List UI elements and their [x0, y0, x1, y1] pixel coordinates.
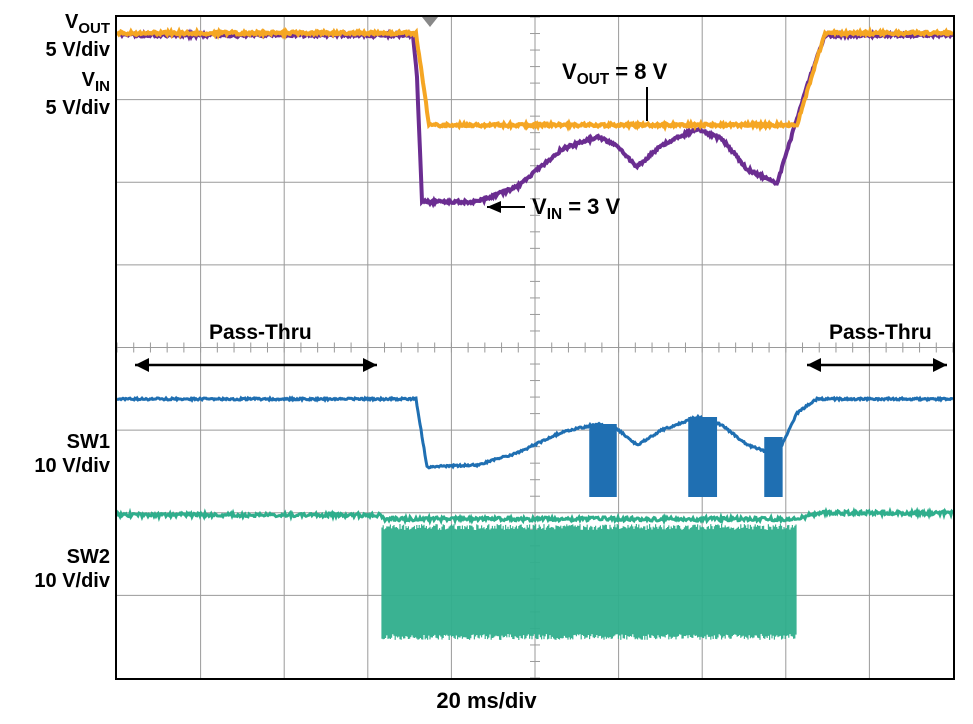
trigger-marker-icon [422, 17, 438, 27]
label-sw1-scale: 10 V/div [34, 455, 110, 477]
trace-sw1-burst-1 [689, 417, 716, 497]
arrow-left-icon [487, 201, 501, 213]
trace-sw2-switching [382, 524, 796, 640]
annotation-vout-value: VOUT = 8 V [562, 59, 668, 88]
label-vout-name: VOUT [65, 11, 110, 33]
trace-sw1-burst-2 [765, 437, 782, 497]
label-sw2-scale: 10 V/div [34, 570, 110, 592]
trace-sw1-burst-0 [590, 424, 616, 497]
annotation-vin-value: VIN = 3 V [532, 194, 621, 223]
label-sw2-name: SW2 [67, 546, 110, 568]
label-vin: VIN 5 V/div [10, 68, 110, 120]
scope-svg: VOUT = 8 V VIN = 3 V Pass-Thru Pass-Thru [117, 17, 953, 678]
label-vin-scale: 5 V/div [46, 97, 110, 119]
timebase-label: 20 ms/div [10, 688, 963, 714]
annotation-passthru-left: Pass-Thru [209, 321, 312, 344]
label-vin-name: VIN [82, 69, 110, 91]
label-vout-scale: 5 V/div [46, 39, 110, 61]
label-sw1-name: SW1 [67, 431, 110, 453]
label-vout: VOUT 5 V/div [10, 10, 110, 62]
label-sw2: SW2 10 V/div [10, 545, 110, 593]
label-sw1: SW1 10 V/div [10, 430, 110, 478]
annotation-passthru-right: Pass-Thru [829, 321, 932, 344]
plot-area: VOUT = 8 V VIN = 3 V Pass-Thru Pass-Thru [115, 15, 955, 680]
oscilloscope-figure: VOUT 5 V/div VIN 5 V/div SW1 10 V/div SW… [10, 10, 963, 714]
